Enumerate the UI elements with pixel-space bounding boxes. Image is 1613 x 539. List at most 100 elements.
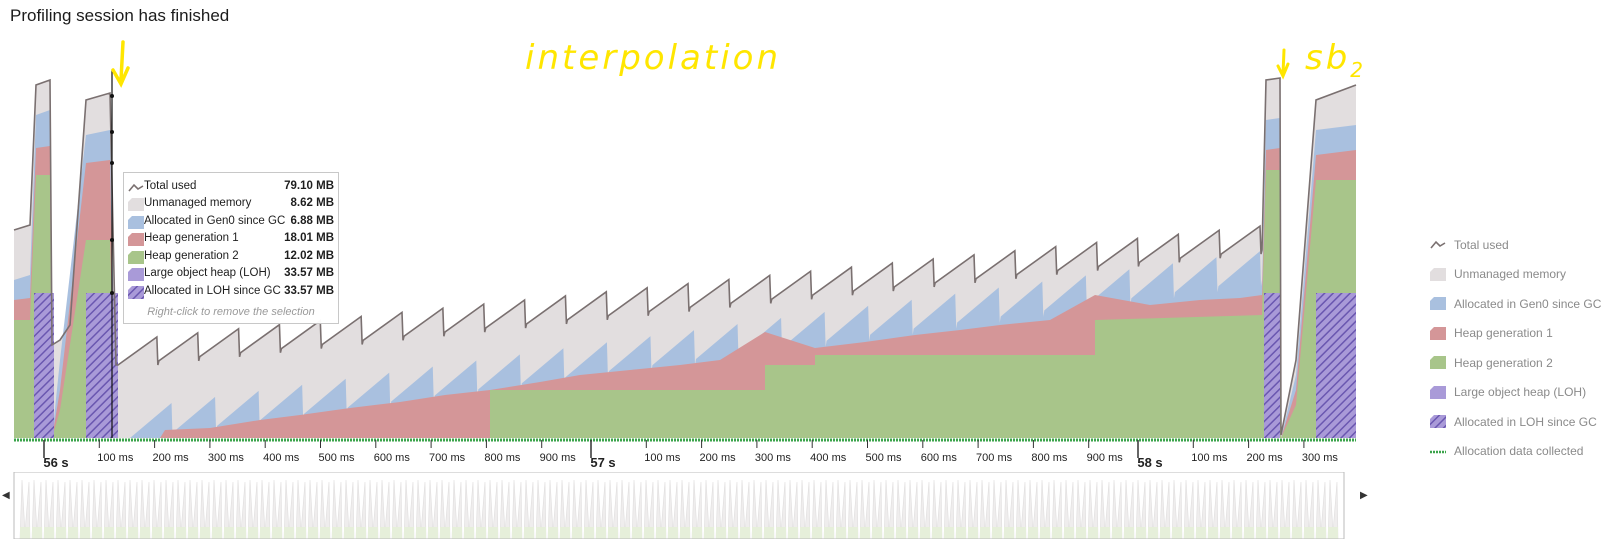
overview-spike <box>511 479 523 539</box>
overview-spike <box>307 479 319 539</box>
overview-spike <box>91 479 103 539</box>
overview-band <box>692 527 702 539</box>
alloc-collected-dashed-line-icon <box>1430 445 1446 458</box>
timeline-overview[interactable] <box>0 472 1370 539</box>
cursor-marker <box>110 130 114 134</box>
tooltip-label: Large object heap (LOH) <box>144 267 271 280</box>
cursor-marker <box>110 291 114 295</box>
axis-tick-label: 200 ms <box>1247 452 1284 464</box>
overview-spike <box>763 479 775 539</box>
overview-band <box>332 527 342 539</box>
overview-band <box>908 527 918 539</box>
overview-band <box>284 527 294 539</box>
overview-band <box>1208 527 1218 539</box>
memory-chart[interactable]: 56 s 100 ms 200 ms 300 ms 400 ms 500 ms 600 ms… <box>0 30 1400 470</box>
axis-tick-label: 700 ms <box>429 452 466 464</box>
overview-band <box>200 527 210 539</box>
legend-item-gen2: Heap generation 2 <box>1430 348 1613 378</box>
legend-item-gen0: Allocated in Gen0 since GC <box>1430 289 1613 319</box>
axis-tick-label: 100 ms <box>644 452 681 464</box>
overview-spike <box>319 479 331 539</box>
axis-tick-label: 100 ms <box>1191 452 1228 464</box>
legend-item-gen1: Heap generation 1 <box>1430 319 1613 349</box>
overview-spike <box>1207 479 1219 539</box>
overview-band <box>944 527 954 539</box>
overview-spike <box>1111 479 1123 539</box>
overview-spike <box>1159 479 1171 539</box>
overview-spike <box>331 479 343 539</box>
overview-band <box>56 527 66 539</box>
overview-spike <box>559 479 571 539</box>
overview-spike <box>847 479 859 539</box>
loh-area-icon <box>1430 385 1446 399</box>
tooltip-label: Allocated in Gen0 since GC <box>144 214 286 227</box>
overview-band <box>1220 527 1230 539</box>
overview-spike <box>595 479 607 539</box>
total-used-line-icon <box>1430 238 1446 251</box>
overview-band <box>188 527 198 539</box>
overview-band <box>980 527 990 539</box>
overview-band <box>620 527 630 539</box>
heap-gen2-area <box>14 170 1356 438</box>
axis-tick-label: 800 ms <box>1031 452 1068 464</box>
overview-spike <box>1003 479 1015 539</box>
overview-band <box>728 527 738 539</box>
overview-spike <box>1063 479 1075 539</box>
legend-label: Large object heap (LOH) <box>1454 385 1587 400</box>
overview-band <box>836 527 846 539</box>
overview-spike <box>175 479 187 539</box>
overview-spike <box>1291 479 1303 539</box>
legend-label: Heap generation 1 <box>1454 326 1553 341</box>
overview-spike <box>343 479 355 539</box>
overview-band <box>308 527 318 539</box>
overview-spike <box>631 479 643 539</box>
overview-viewport[interactable] <box>13 472 1345 539</box>
overview-spike <box>259 479 271 539</box>
annotation-sb: sb2 <box>1305 38 1366 82</box>
overview-spike <box>283 479 295 539</box>
legend-item-total-used: Total used <box>1430 230 1613 260</box>
axis-tick-label: 900 ms <box>1087 452 1124 464</box>
overview-band <box>164 527 174 539</box>
legend-label: Allocated in LOH since GC <box>1454 414 1597 429</box>
overview-spike <box>367 479 379 539</box>
overview-band <box>608 527 618 539</box>
overview-spike <box>871 479 883 539</box>
overview-band <box>140 527 150 539</box>
overview-spike <box>187 479 199 539</box>
tooltip-row-loh-since-gc: Allocated in LOH since GC 33.57 MB <box>128 282 334 300</box>
overview-spike <box>1315 479 1327 539</box>
overview-spike <box>751 479 763 539</box>
overview-band <box>764 527 774 539</box>
annotation-sb-sub: 2 <box>1350 57 1367 82</box>
axis-tick-label: 200 ms <box>700 452 737 464</box>
overview-band <box>476 527 486 539</box>
overview-band <box>656 527 666 539</box>
overview-band <box>584 527 594 539</box>
overview-band <box>260 527 270 539</box>
annotation-sb-text: sb <box>1305 38 1351 78</box>
overview-band <box>236 527 246 539</box>
overview-chart[interactable] <box>0 472 1370 539</box>
tooltip-label: Heap generation 2 <box>144 249 239 262</box>
memory-chart-svg[interactable]: 56 s 100 ms 200 ms 300 ms 400 ms 500 ms 600 ms… <box>0 30 1400 470</box>
overview-spike <box>415 479 427 539</box>
overview-band <box>1052 527 1062 539</box>
scroll-left-icon[interactable]: ◀ <box>2 490 10 501</box>
overview-band <box>860 527 870 539</box>
overview-spike <box>835 479 847 539</box>
scroll-right-icon[interactable]: ▶ <box>1360 490 1368 501</box>
axis-tick-label: 58 s <box>1137 455 1162 470</box>
legend-item-loh-since-gc: Allocated in LOH since GC <box>1430 407 1613 437</box>
overview-band <box>680 527 690 539</box>
overview-band <box>788 527 798 539</box>
tooltip-row-gen2: Heap generation 2 12.02 MB <box>128 247 334 265</box>
loh-since-gc-hatched-area-icon <box>1430 415 1446 429</box>
overview-spike <box>1255 479 1267 539</box>
overview-spike <box>19 479 31 539</box>
overview-spike <box>607 479 619 539</box>
overview-spike <box>355 479 367 539</box>
overview-band <box>896 527 906 539</box>
overview-band <box>272 527 282 539</box>
overview-spike <box>391 479 403 539</box>
